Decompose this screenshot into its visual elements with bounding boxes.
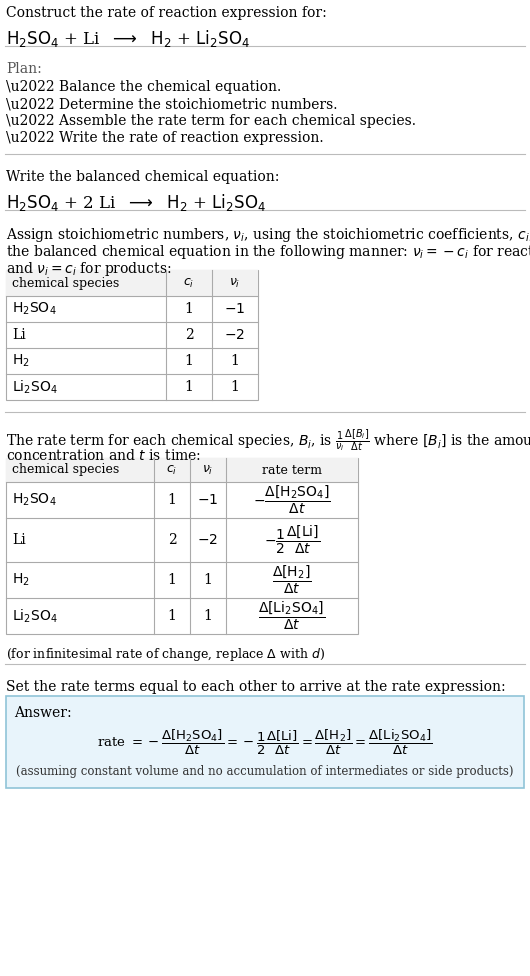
- Text: 2: 2: [184, 328, 193, 342]
- Text: \u2022 Determine the stoichiometric numbers.: \u2022 Determine the stoichiometric numb…: [6, 97, 338, 111]
- Text: chemical species: chemical species: [12, 276, 119, 290]
- Text: $\mathrm{H_2SO_4}$: $\mathrm{H_2SO_4}$: [12, 492, 57, 508]
- Text: $-\dfrac{\Delta[\mathrm{H_2SO_4}]}{\Delta t}$: $-\dfrac{\Delta[\mathrm{H_2SO_4}]}{\Delt…: [253, 484, 331, 516]
- FancyBboxPatch shape: [6, 696, 524, 788]
- Text: (assuming constant volume and no accumulation of intermediates or side products): (assuming constant volume and no accumul…: [16, 765, 514, 778]
- Bar: [6, 270, 258, 400]
- Text: the balanced chemical equation in the following manner: $\nu_i = -c_i$ for react: the balanced chemical equation in the fo…: [6, 243, 530, 261]
- Text: $\nu_i$: $\nu_i$: [229, 276, 241, 290]
- Bar: [6, 458, 358, 482]
- Text: Set the rate terms equal to each other to arrive at the rate expression:: Set the rate terms equal to each other t…: [6, 680, 506, 694]
- Text: The rate term for each chemical species, $B_i$, is $\frac{1}{\nu_i}\frac{\Delta[: The rate term for each chemical species,…: [6, 428, 530, 454]
- Text: 1: 1: [184, 302, 193, 316]
- Text: \u2022 Assemble the rate term for each chemical species.: \u2022 Assemble the rate term for each c…: [6, 114, 416, 128]
- Text: 1: 1: [167, 493, 176, 507]
- Text: 2: 2: [167, 533, 176, 547]
- Text: $-2$: $-2$: [198, 533, 218, 547]
- Text: concentration and $t$ is time:: concentration and $t$ is time:: [6, 448, 201, 463]
- Text: Answer:: Answer:: [14, 706, 72, 720]
- Text: chemical species: chemical species: [12, 464, 119, 476]
- Text: rate term: rate term: [262, 464, 322, 476]
- Text: 1: 1: [167, 609, 176, 623]
- Text: $-\dfrac{1}{2}\dfrac{\Delta[\mathrm{Li}]}{\Delta t}$: $-\dfrac{1}{2}\dfrac{\Delta[\mathrm{Li}]…: [264, 524, 320, 556]
- Text: Assign stoichiometric numbers, $\nu_i$, using the stoichiometric coefficients, $: Assign stoichiometric numbers, $\nu_i$, …: [6, 226, 530, 244]
- Text: \u2022 Balance the chemical equation.: \u2022 Balance the chemical equation.: [6, 80, 281, 94]
- Text: Li: Li: [12, 328, 26, 342]
- Text: (for infinitesimal rate of change, replace $\Delta$ with $d$): (for infinitesimal rate of change, repla…: [6, 646, 325, 663]
- Text: rate $= -\dfrac{\Delta[\mathrm{H_2SO_4}]}{\Delta t}= -\dfrac{1}{2}\dfrac{\Delta[: rate $= -\dfrac{\Delta[\mathrm{H_2SO_4}]…: [98, 727, 432, 756]
- Text: Li: Li: [12, 533, 26, 547]
- Text: \u2022 Write the rate of reaction expression.: \u2022 Write the rate of reaction expres…: [6, 131, 324, 145]
- Text: $\dfrac{\Delta[\mathrm{H_2}]}{\Delta t}$: $\dfrac{\Delta[\mathrm{H_2}]}{\Delta t}$: [272, 564, 312, 596]
- Text: 1: 1: [204, 609, 213, 623]
- Text: 1: 1: [184, 354, 193, 368]
- Text: $\dfrac{\Delta[\mathrm{Li_2SO_4}]}{\Delta t}$: $\dfrac{\Delta[\mathrm{Li_2SO_4}]}{\Delt…: [259, 600, 325, 632]
- Text: 1: 1: [204, 573, 213, 587]
- Bar: [6, 458, 358, 634]
- Text: $-1$: $-1$: [224, 302, 245, 316]
- Text: Plan:: Plan:: [6, 62, 42, 76]
- Text: 1: 1: [167, 573, 176, 587]
- Text: $-2$: $-2$: [225, 328, 245, 342]
- Text: 1: 1: [184, 380, 193, 394]
- Text: and $\nu_i = c_i$ for products:: and $\nu_i = c_i$ for products:: [6, 260, 171, 278]
- Text: $\mathrm{H_2SO_4}$: $\mathrm{H_2SO_4}$: [12, 301, 57, 317]
- Text: Construct the rate of reaction expression for:: Construct the rate of reaction expressio…: [6, 6, 327, 20]
- Text: $\mathrm{H_2}$: $\mathrm{H_2}$: [12, 572, 30, 589]
- Text: $\nu_i$: $\nu_i$: [202, 464, 214, 476]
- Bar: [6, 270, 258, 296]
- Text: $\mathrm{H_2}$: $\mathrm{H_2}$: [12, 352, 30, 369]
- Text: $-1$: $-1$: [197, 493, 219, 507]
- Text: $c_i$: $c_i$: [183, 276, 195, 290]
- Text: 1: 1: [231, 380, 240, 394]
- Text: Write the balanced chemical equation:: Write the balanced chemical equation:: [6, 170, 279, 184]
- Text: $\mathrm{H_2SO_4}$ + 2 Li  $\longrightarrow$  $\mathrm{H_2}$ + $\mathrm{Li_2SO_4: $\mathrm{H_2SO_4}$ + 2 Li $\longrightarr…: [6, 192, 266, 213]
- Text: 1: 1: [231, 354, 240, 368]
- Text: $\mathrm{Li_2SO_4}$: $\mathrm{Li_2SO_4}$: [12, 607, 58, 625]
- Text: $\mathrm{Li_2SO_4}$: $\mathrm{Li_2SO_4}$: [12, 379, 58, 395]
- Text: $\mathrm{H_2SO_4}$ + Li  $\longrightarrow$  $\mathrm{H_2}$ + $\mathrm{Li_2SO_4}$: $\mathrm{H_2SO_4}$ + Li $\longrightarrow…: [6, 28, 250, 49]
- Text: $c_i$: $c_i$: [166, 464, 178, 476]
